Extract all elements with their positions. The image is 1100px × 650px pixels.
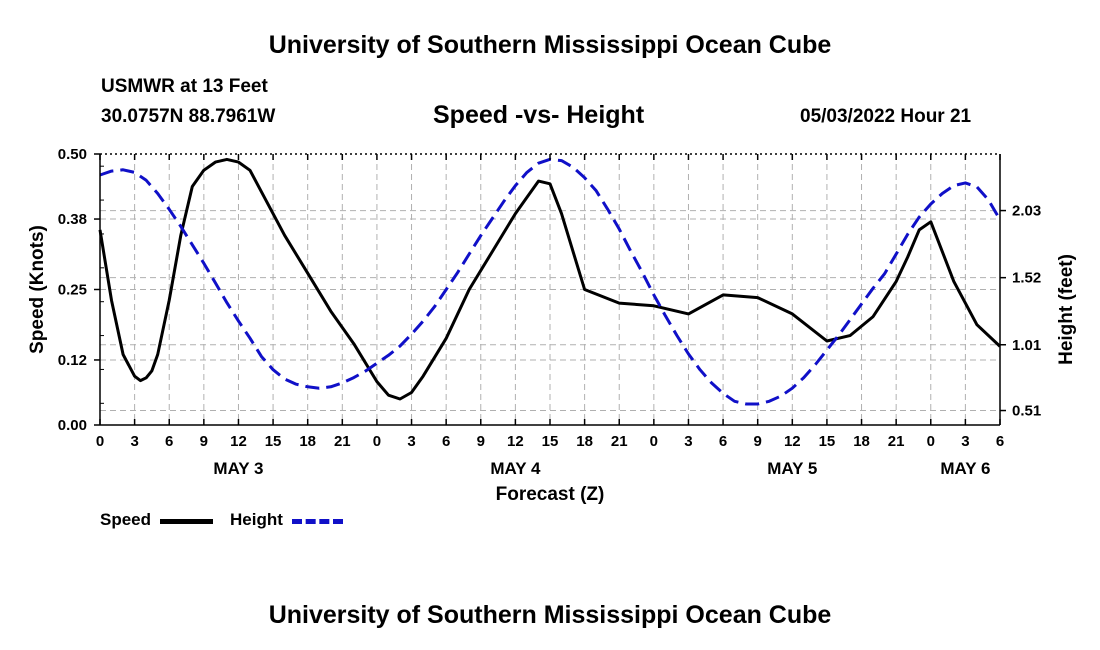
series-line-speed bbox=[98, 157, 1002, 401]
x-tick-label: 21 bbox=[611, 433, 628, 450]
axis-ticks bbox=[94, 153, 1006, 426]
x-tick-label: 0 bbox=[927, 433, 935, 450]
station-name: USMWR at 13 Feet bbox=[101, 76, 268, 97]
grid-lines bbox=[100, 154, 1000, 425]
forecast-datetime: 05/03/2022 Hour 21 bbox=[800, 106, 972, 127]
x-tick-label: 15 bbox=[819, 433, 836, 450]
x-tick-label: 0 bbox=[373, 433, 381, 450]
chart-subtitle: Speed -vs- Height bbox=[433, 101, 645, 129]
x-tick-label: 9 bbox=[477, 433, 485, 450]
x-tick-label: 3 bbox=[961, 433, 969, 450]
x-tick-label: 9 bbox=[200, 433, 208, 450]
legend-speed-label: Speed bbox=[100, 510, 152, 529]
x-tick-label: 3 bbox=[684, 433, 692, 450]
date-label: MAY 4 bbox=[490, 459, 541, 478]
x-tick-label: 0 bbox=[96, 433, 104, 450]
x-tick-label: 15 bbox=[542, 433, 559, 450]
x-tick-label: 21 bbox=[888, 433, 905, 450]
date-label: MAY 6 bbox=[940, 459, 990, 478]
x-tick-label: 18 bbox=[299, 433, 316, 450]
y-tick-label-left: 0.25 bbox=[58, 282, 87, 299]
x-tick-label: 15 bbox=[265, 433, 282, 450]
x-axis-title: Forecast (Z) bbox=[496, 484, 605, 505]
x-tick-label: 12 bbox=[230, 433, 247, 450]
y-tick-label-right: 0.51 bbox=[1012, 403, 1041, 420]
x-tick-label: 6 bbox=[996, 433, 1004, 450]
chart-title: University of Southern Mississippi Ocean… bbox=[268, 31, 832, 59]
y-tick-label-left: 0.12 bbox=[58, 352, 87, 369]
legend-speed-swatch bbox=[160, 519, 213, 524]
chart-canvas: 0 3 6 9 12 15 18 21 0 3 6 9 12 15 18 21 0 3 6 9 12 15 18 21 0 3 60… bbox=[27, 146, 1077, 505]
y-tick-label-right: 1.01 bbox=[1012, 337, 1041, 354]
y-tick-label-left: 0.38 bbox=[58, 211, 87, 228]
y-tick-label-left: 0.00 bbox=[58, 417, 87, 434]
footer-title: University of Southern Mississippi Ocean… bbox=[268, 601, 832, 629]
legend-height-label: Height bbox=[230, 510, 283, 529]
y-tick-label-right: 1.52 bbox=[1012, 270, 1041, 287]
y-axis-title-right: Height (feet) bbox=[1056, 254, 1077, 365]
y-tick-label-left: 0.50 bbox=[58, 146, 87, 163]
legend: Speed Height bbox=[100, 509, 360, 531]
x-tick-label: 18 bbox=[853, 433, 870, 450]
x-tick-label: 0 bbox=[650, 433, 658, 450]
x-tick-label: 6 bbox=[719, 433, 727, 450]
x-tick-label: 3 bbox=[407, 433, 415, 450]
legend-height-swatch bbox=[292, 519, 343, 524]
x-tick-label: 21 bbox=[334, 433, 351, 450]
date-label: MAY 3 bbox=[213, 459, 263, 478]
x-tick-label: 12 bbox=[784, 433, 801, 450]
station-coordinates: 30.0757N 88.7961W bbox=[101, 106, 276, 127]
x-tick-label: 3 bbox=[130, 433, 138, 450]
x-tick-label: 12 bbox=[507, 433, 524, 450]
x-tick-label: 6 bbox=[442, 433, 450, 450]
date-label: MAY 5 bbox=[767, 459, 817, 478]
y-tick-label-right: 2.03 bbox=[1012, 203, 1041, 220]
y-axis-title-left: Speed (Knots) bbox=[27, 225, 48, 354]
x-tick-label: 18 bbox=[576, 433, 593, 450]
axis-labels: 0 3 6 9 12 15 18 21 0 3 6 9 12 15 18 21 0 3 6 9 12 15 18 21 0 3 60… bbox=[27, 146, 1077, 505]
x-tick-label: 9 bbox=[754, 433, 762, 450]
x-tick-label: 6 bbox=[165, 433, 173, 450]
